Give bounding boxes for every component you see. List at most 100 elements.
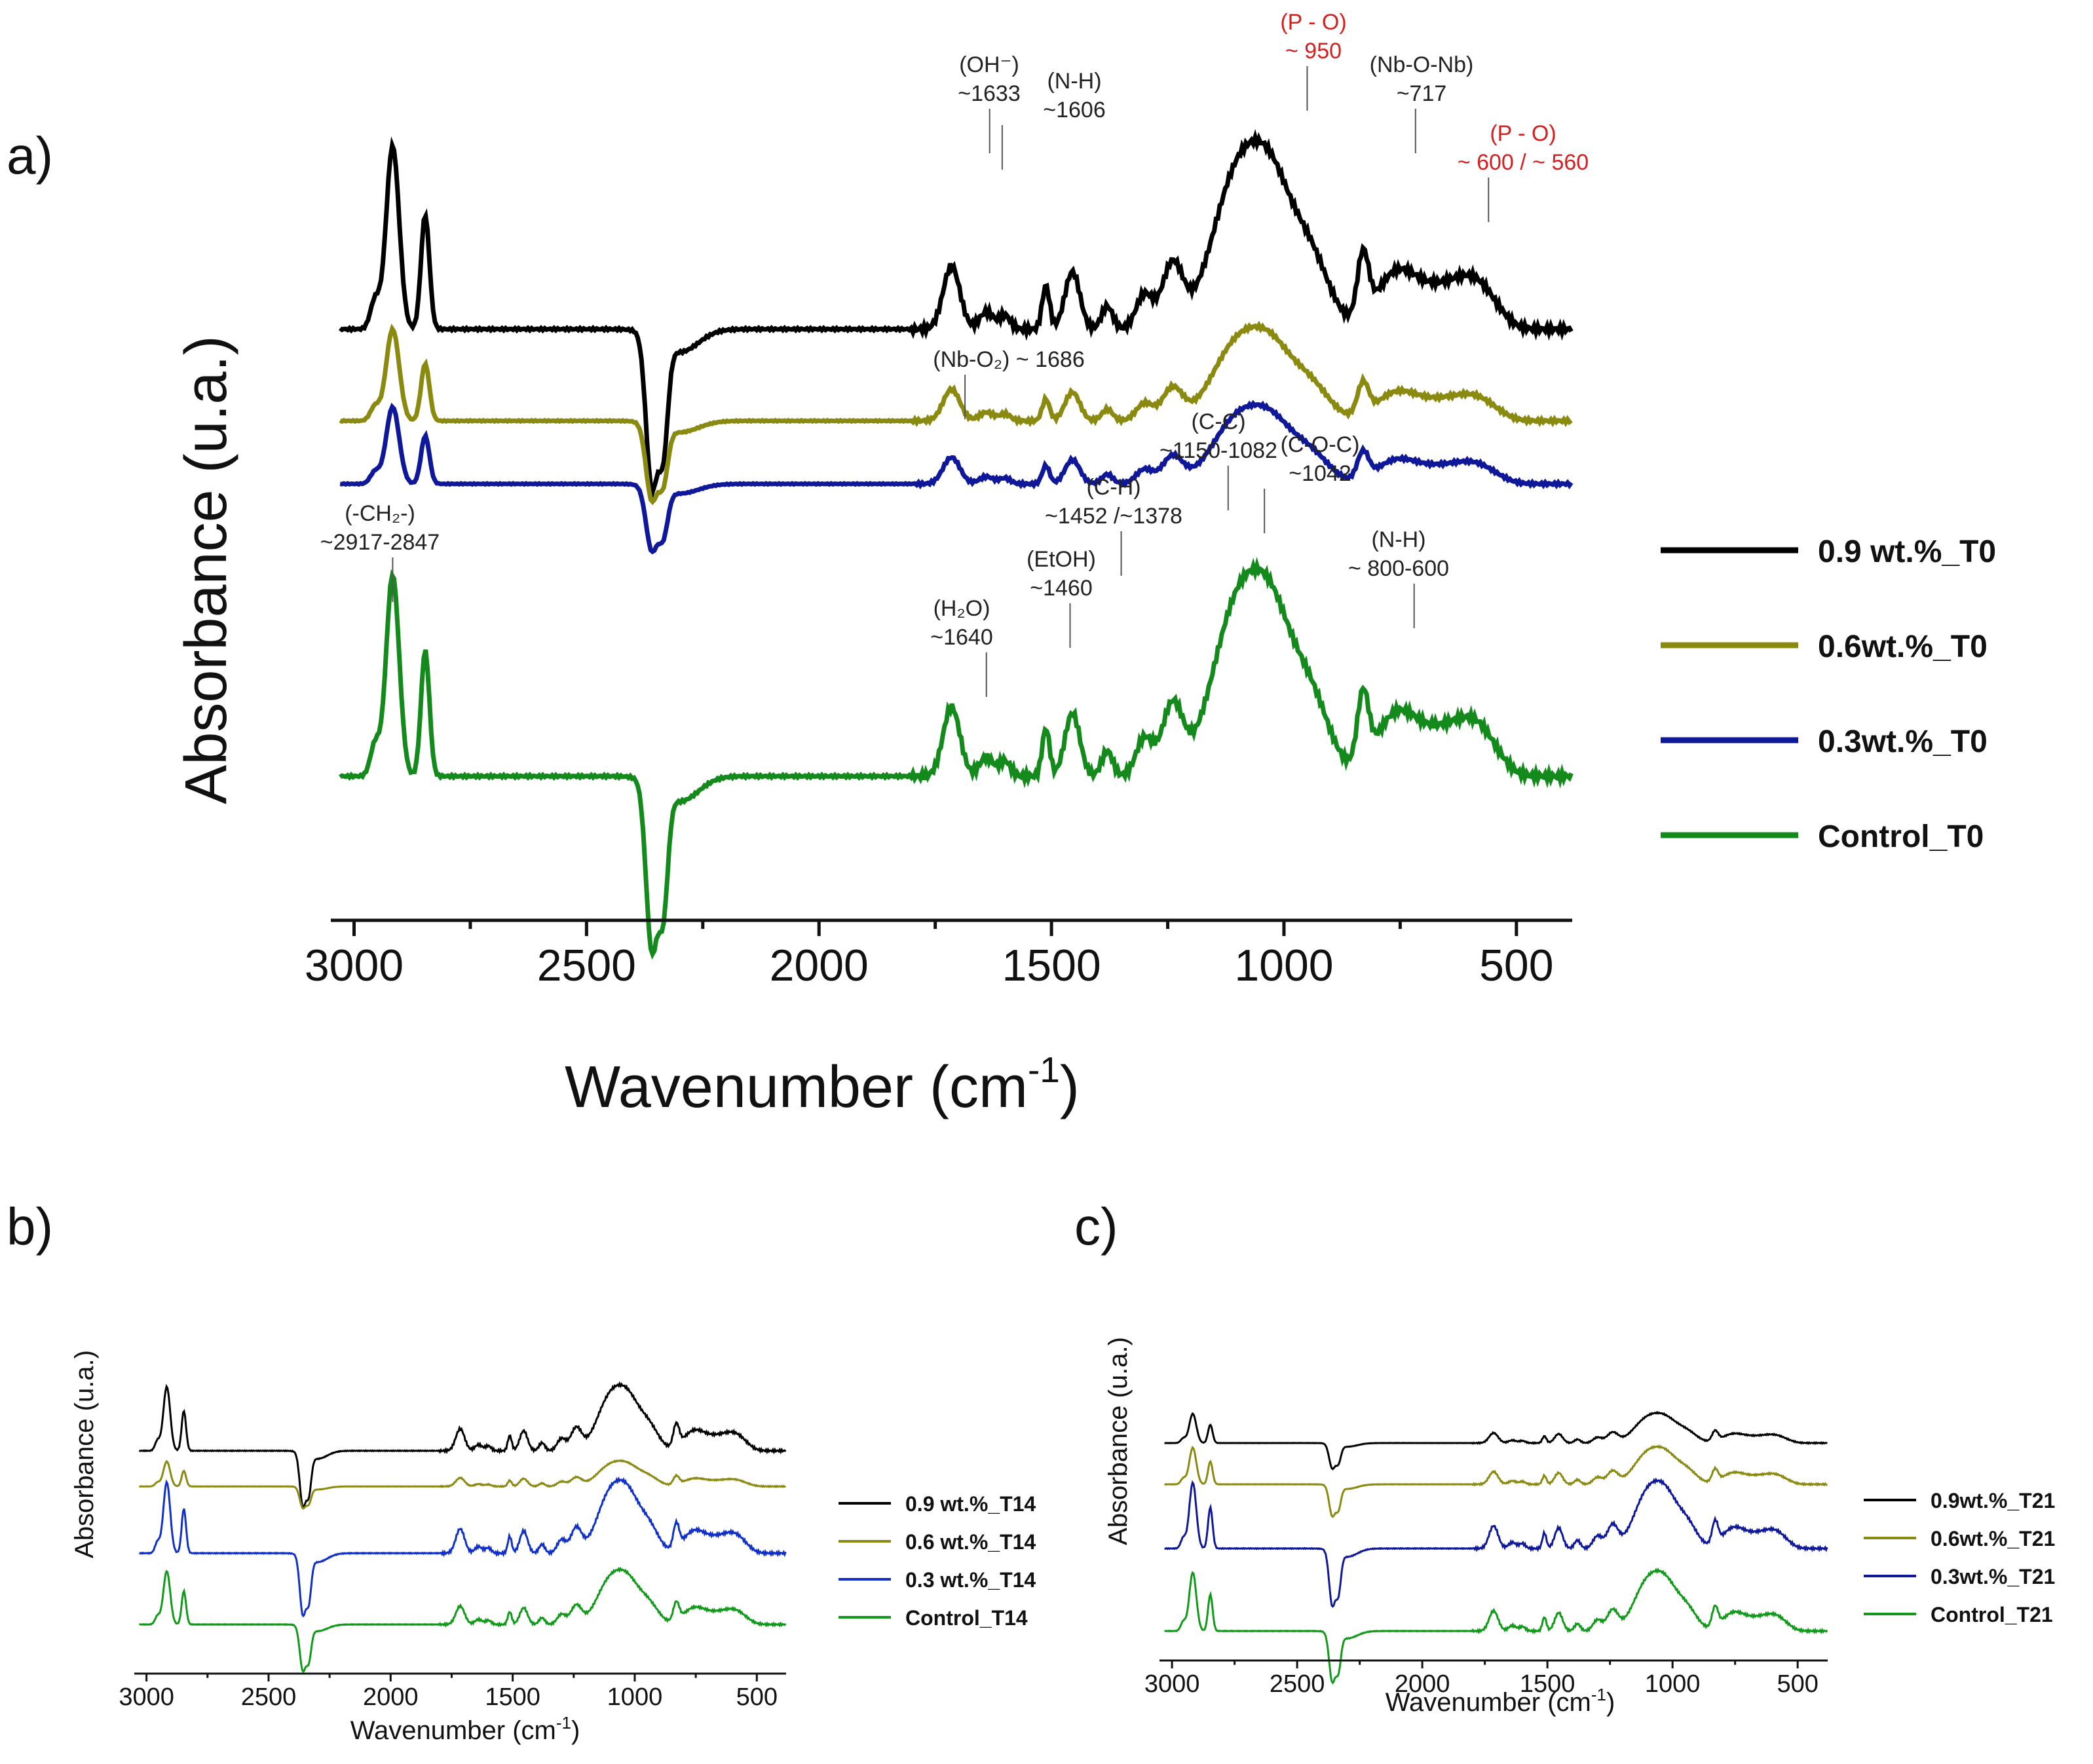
annotation-line: (P - O)	[1490, 121, 1556, 146]
annotation-9: (C-H) ~1452 /~1378	[1045, 475, 1182, 529]
legend-label-0: 0.9 wt.%_T14	[905, 1492, 1036, 1516]
x-axis-label-c: Wavenumber (cm-1)	[1386, 1685, 1615, 1717]
x-tick-label: 500	[736, 1683, 778, 1711]
annotation-line: (-CH₂-)	[345, 501, 415, 526]
annotation-line: ~1633	[958, 81, 1021, 106]
series-line-3	[339, 557, 1574, 960]
series-line-2	[139, 1476, 787, 1618]
series-line-0	[138, 1381, 787, 1511]
annotation-7: (C-C) ~1150-1082	[1160, 409, 1277, 463]
x-axis-label-a: Wavenumber (cm-1)	[565, 1049, 1080, 1120]
legend-label-2: 0.3 wt.%_T14	[905, 1568, 1036, 1592]
annotation-5: (Nb-O₂) ~ 1686	[933, 347, 1084, 372]
x-tick-label: 3000	[119, 1683, 174, 1711]
legend-label-1: 0.6wt.%_T21	[1931, 1527, 2055, 1550]
legend-label-0: 0.9wt.%_T21	[1931, 1489, 2055, 1512]
series-line-2	[1164, 1477, 1828, 1608]
legend-label-3: Control_T14	[905, 1606, 1028, 1630]
x-tick-label: 2500	[241, 1683, 297, 1711]
x-axis-b: 3000 2500 2000 1500 1000 500	[119, 1672, 786, 1711]
series-line-1	[339, 320, 1573, 506]
annotation-line: ~2917-2847	[320, 530, 440, 555]
legend-label-1: 0.6 wt.%_T14	[905, 1530, 1036, 1554]
annotation-1: (N-H) ~1606	[1043, 69, 1106, 122]
legend-label-3: Control_T21	[1931, 1603, 2053, 1626]
annotation-line: (Nb-O-Nb)	[1370, 52, 1474, 77]
x-tick-label: 2000	[1395, 1670, 1450, 1698]
annotation-12: (N-H) ~ 800-600	[1348, 527, 1449, 581]
x-axis-label-b-sup: -1	[556, 1713, 571, 1733]
annotation-line: ~ 950	[1285, 39, 1342, 64]
annotation-10: (EtOH) ~1460	[1027, 547, 1096, 601]
x-axis-label-a-sup: -1	[1028, 1049, 1060, 1090]
legend-a: 0.9 wt.%_T0 0.6wt.%_T0 0.3wt.%_T0 Control_T…	[1661, 535, 1996, 854]
x-tick-label: 1500	[1520, 1670, 1575, 1698]
x-axis-label-a-main: Wavenumber (cm	[565, 1055, 1028, 1120]
x-axis-label-c-end: )	[1606, 1688, 1615, 1717]
legend-b: 0.9 wt.%_T14 0.6 wt.%_T14 0.3 wt.%_T14 Cont…	[839, 1492, 1036, 1630]
x-tick-label: 1000	[1645, 1670, 1701, 1698]
annotation-line: (P - O)	[1280, 10, 1346, 35]
annotation-line: (C-C)	[1191, 409, 1245, 434]
annotation-line: ~ 800-600	[1348, 556, 1449, 581]
annotation-line: (EtOH)	[1027, 547, 1096, 572]
x-axis-c: 3000 2500 2000 1500 1000 500	[1144, 1659, 1828, 1698]
annotations-a: (OH⁻) ~1633 (N-H) ~1606 (P - O) ~ 950 (Nb-O-Nb…	[320, 10, 1589, 697]
x-tick-label: 1500	[1002, 941, 1101, 990]
annotation-line: ~1606	[1043, 98, 1106, 122]
x-axis-label-c-main: Wavenumber (cm	[1386, 1688, 1591, 1717]
x-tick-label: 500	[1777, 1670, 1818, 1698]
x-tick-label: 1500	[485, 1683, 540, 1711]
x-axis-label-b: Wavenumber (cm-1)	[350, 1713, 580, 1745]
annotation-line: ~ 600 / ~ 560	[1458, 150, 1589, 175]
annotation-line: ~1150-1082	[1160, 438, 1277, 463]
annotation-8: (C-O-C) ~1042	[1281, 432, 1360, 486]
annotation-3: (Nb-O-Nb) ~717	[1370, 52, 1474, 106]
annotation-line: (C-O-C)	[1281, 432, 1360, 457]
annotation-line: ~1640	[930, 625, 993, 650]
annotation-line: (C-H)	[1086, 475, 1141, 500]
annotation-line: (Nb-O₂) ~ 1686	[933, 347, 1084, 372]
panel-a: a) Absorbance (u.a.) Wavenumber (cm-1) 3…	[7, 10, 1996, 1120]
annotation-line: ~717	[1397, 81, 1447, 106]
panel-label-c: c)	[1074, 1197, 1118, 1256]
annotation-line: ~1460	[1030, 576, 1093, 601]
legend-label-2: 0.3wt.%_T21	[1931, 1565, 2055, 1588]
series-group-c	[1164, 1410, 1828, 1685]
x-tick-label: 3000	[305, 941, 404, 990]
series-group-b	[138, 1381, 787, 1674]
series-line-1	[139, 1459, 786, 1510]
x-tick-label: 3000	[1144, 1670, 1200, 1698]
series-line-0	[1164, 1410, 1828, 1471]
series-line-0	[338, 128, 1574, 500]
legend-label-3: Control_T0	[1818, 819, 1984, 854]
panel-label-b: b)	[7, 1197, 53, 1256]
x-tick-label: 2000	[770, 941, 869, 990]
annotation-line: (OH⁻)	[959, 52, 1019, 77]
annotation-line: (N-H)	[1371, 527, 1425, 552]
series-group-a	[338, 128, 1574, 960]
x-axis-label-c-sup: -1	[1591, 1685, 1606, 1704]
annotation-4: (P - O) ~ 600 / ~ 560	[1458, 121, 1589, 175]
series-line-1	[1164, 1444, 1828, 1518]
legend-label-2: 0.3wt.%_T0	[1818, 724, 1988, 759]
panel-b: b) Absorbance (u.a.) Wavenumber (cm-1) 3…	[7, 1197, 1036, 1745]
panel-label-a: a)	[7, 126, 53, 185]
legend-c: 0.9wt.%_T21 0.6wt.%_T21 0.3wt.%_T21 Control…	[1864, 1489, 2055, 1626]
x-tick-label: 1000	[607, 1683, 663, 1711]
x-tick-label: 2000	[363, 1683, 419, 1711]
annotation-line: (H₂O)	[933, 596, 990, 621]
y-axis-label-b: Absorbance (u.a.)	[70, 1350, 99, 1558]
series-line-2	[339, 400, 1574, 555]
y-axis-label-c: Absorbance (u.a.)	[1104, 1337, 1133, 1545]
annotation-line: ~1042	[1289, 461, 1351, 486]
annotation-line: (N-H)	[1047, 69, 1101, 94]
annotation-line: ~1452 /~1378	[1045, 504, 1182, 529]
series-line-3	[1164, 1567, 1828, 1685]
annotation-2: (P - O) ~ 950	[1280, 10, 1346, 64]
x-axis-label-b-end: )	[571, 1716, 580, 1745]
x-axis-label-b-main: Wavenumber (cm	[350, 1716, 556, 1745]
x-tick-label: 2500	[1270, 1670, 1325, 1698]
panel-c: c) Absorbance (u.a.) Wavenumber (cm-1) 3…	[1074, 1197, 2055, 1717]
